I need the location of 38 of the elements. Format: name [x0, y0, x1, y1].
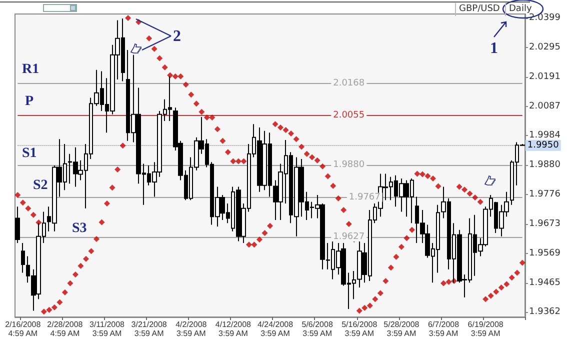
- annotation: P: [25, 94, 34, 110]
- annotation: 2: [173, 28, 181, 46]
- x-tick-label: 6/7/2008 3:59 AM: [428, 320, 460, 338]
- text: GBP/USD: [455, 3, 503, 16]
- annotation: S2: [33, 178, 48, 194]
- y-tick-label: 1.9465: [529, 278, 560, 288]
- x-tick-label: 5/16/2008 3:59 AM: [342, 320, 378, 338]
- y-tick-label: 1.9673: [529, 218, 560, 229]
- x-tick-label: 2/16/2008 4:59 AM: [5, 320, 42, 338]
- x-tick-label: 5/28/2008 3:59 AM: [384, 320, 420, 338]
- annotation: R1: [22, 62, 40, 78]
- x-tick-label: 5/6/2008 3:59 AM: [302, 320, 334, 338]
- y-tick-label: 1.9984: [529, 130, 561, 141]
- annotation: S1: [22, 146, 37, 162]
- ref-line-label: 2.0055: [333, 110, 365, 121]
- candlestick: [15, 206, 20, 244]
- y-tick-label: 1.9880: [529, 160, 561, 170]
- x-tick-label: 6/19/2008 3:59 AM: [468, 320, 504, 338]
- ref-line-label: 1.9880: [333, 160, 365, 170]
- x-tick-label: 4/2/2008 3:59 AM: [176, 320, 208, 338]
- x-tick-label: 3/21/2008 3:59 AM: [131, 320, 168, 338]
- x-tick-label: 2/28/2008 4:59 AM: [47, 320, 84, 338]
- ref-line-label: 1.9627: [333, 232, 365, 242]
- y-tick-label: 1.9569: [529, 248, 561, 258]
- ref-line-label: 2.0168: [333, 78, 365, 89]
- annotation: 1: [490, 40, 498, 58]
- candlestick: [21, 242, 25, 274]
- y-tick-label: 2.0295: [529, 42, 560, 52]
- annotation: S3: [72, 221, 87, 237]
- y-tick-label: 1.9776: [529, 190, 561, 200]
- y-tick-label: 2.0087: [529, 101, 560, 112]
- x-tick-label: 3/11/2008 3:59 AM: [90, 320, 126, 338]
- ref-line-label: 1.9767: [348, 192, 380, 202]
- x-tick-label: 4/24/2008 3:59 AM: [257, 320, 294, 338]
- x-tick-label: 4/12/2008 3:59 AM: [215, 320, 252, 338]
- y-tick-label: 1.9362: [529, 307, 560, 318]
- ref-line-label: 1.9950: [527, 140, 560, 150]
- y-tick-label: 2.0191: [529, 72, 560, 82]
